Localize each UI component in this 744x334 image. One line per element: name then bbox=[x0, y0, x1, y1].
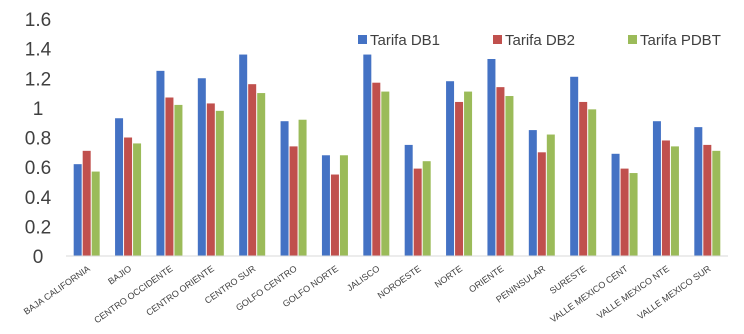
bar-tarifa-pdbt bbox=[298, 119, 307, 256]
bar-tarifa-db1 bbox=[611, 153, 620, 256]
y-tick-label: 1.6 bbox=[25, 10, 51, 31]
bar-tarifa-pdbt bbox=[133, 143, 142, 256]
bar-tarifa-db1 bbox=[487, 58, 496, 257]
bar-tarifa-db2 bbox=[206, 103, 215, 257]
bar-tarifa-db2 bbox=[620, 168, 629, 256]
bar-tarifa-db2 bbox=[330, 174, 339, 256]
bar-tarifa-db1 bbox=[73, 164, 82, 256]
legend-label: Tarifa DB1 bbox=[370, 32, 440, 49]
x-tick-label: SURESTE bbox=[548, 263, 589, 296]
bar-tarifa-db2 bbox=[124, 137, 133, 256]
bar-tarifa-db1 bbox=[363, 54, 372, 256]
y-tick-label: 0.6 bbox=[25, 158, 51, 179]
bar-tarifa-db1 bbox=[404, 144, 413, 256]
bar-tarifa-db2 bbox=[455, 101, 464, 256]
legend-item: Tarifa PDBT bbox=[628, 32, 721, 49]
y-tick-label: 1.4 bbox=[25, 40, 52, 61]
bar-tarifa-db2 bbox=[413, 168, 422, 256]
legend-swatch bbox=[493, 35, 502, 44]
bar-tarifa-pdbt bbox=[422, 161, 431, 256]
legend-item: Tarifa DB2 bbox=[493, 32, 575, 49]
legend-label: Tarifa DB2 bbox=[505, 32, 575, 49]
x-tick-label: NORTE bbox=[433, 263, 464, 289]
bar-tarifa-pdbt bbox=[91, 171, 100, 256]
x-tick-label: BAJIO bbox=[106, 263, 133, 286]
legend: Tarifa DB1 Tarifa DB2 Tarifa PDBT bbox=[358, 32, 721, 49]
bar-tarifa-pdbt bbox=[629, 173, 638, 256]
bar-tarifa-db1 bbox=[156, 70, 165, 256]
bar-tarifa-db2 bbox=[82, 150, 91, 256]
x-tick-label: CENTRO ORIENTE bbox=[144, 263, 216, 317]
bar-tarifa-db1 bbox=[652, 121, 661, 256]
bar-tarifa-db2 bbox=[289, 146, 298, 256]
bar-tarifa-pdbt bbox=[215, 110, 224, 257]
bar-tarifa-db1 bbox=[239, 54, 248, 256]
x-tick-label: JALISCO bbox=[345, 263, 381, 293]
bar-tarifa-db2 bbox=[165, 97, 174, 256]
bar-tarifa-db1 bbox=[694, 127, 703, 256]
bar-tarifa-db1 bbox=[446, 81, 455, 257]
bar-tarifa-db1 bbox=[197, 78, 206, 256]
y-tick-label: 0.8 bbox=[25, 129, 51, 150]
x-tick-label: VALLE MEXICO SUR bbox=[636, 263, 713, 321]
bar-tarifa-db2 bbox=[496, 87, 505, 256]
bar-tarifa-db1 bbox=[115, 118, 124, 257]
bar-tarifa-pdbt bbox=[505, 96, 514, 257]
bar-tarifa-pdbt bbox=[257, 93, 266, 256]
bar-tarifa-db2 bbox=[248, 84, 257, 256]
x-tick-label: ORIENTE bbox=[467, 263, 506, 294]
x-tick-label: NOROESTE bbox=[376, 263, 423, 300]
y-tick-label: 0 bbox=[33, 247, 44, 268]
x-tick-label: VALLE MEXICO NTE bbox=[595, 263, 671, 320]
bar-tarifa-pdbt bbox=[670, 146, 679, 256]
y-tick-label: 0.4 bbox=[25, 188, 52, 209]
x-tick-label: VALLE MEXICO CENT bbox=[548, 263, 630, 324]
bar-tarifa-db1 bbox=[570, 76, 579, 256]
legend-item: Tarifa DB1 bbox=[358, 32, 440, 49]
bar-tarifa-db2 bbox=[372, 82, 381, 256]
y-tick-label: 1.2 bbox=[25, 69, 51, 90]
legend-swatch bbox=[358, 35, 367, 44]
bar-tarifa-db2 bbox=[579, 101, 588, 256]
legend-label: Tarifa PDBT bbox=[640, 32, 721, 49]
bar-tarifa-pdbt bbox=[546, 134, 555, 256]
bar-tarifa-db1 bbox=[280, 121, 289, 256]
x-tick-label: BAJA CALIFORNIA bbox=[22, 263, 92, 316]
bar-series-group bbox=[73, 54, 721, 257]
legend-swatch bbox=[628, 35, 637, 44]
bar-tarifa-db2 bbox=[661, 140, 670, 256]
bar-tarifa-pdbt bbox=[339, 155, 348, 256]
bar-tarifa-pdbt bbox=[588, 109, 597, 256]
bar-tarifa-db2 bbox=[537, 152, 546, 256]
y-tick-label: 0.2 bbox=[25, 217, 51, 238]
x-tick-label: CENTRO OCCIDENTE bbox=[92, 263, 174, 325]
y-tick-label: 1 bbox=[33, 99, 44, 120]
bar-tarifa-pdbt bbox=[464, 91, 473, 256]
bar-tarifa-db1 bbox=[321, 155, 330, 256]
bar-tarifa-db1 bbox=[528, 130, 537, 256]
bar-tarifa-db2 bbox=[703, 144, 712, 256]
y-axis: 0 0.2 0.4 0.6 0.8 1 1.2 1.4 1.6 bbox=[25, 10, 52, 268]
bar-tarifa-pdbt bbox=[174, 104, 183, 256]
bar-tarifa-pdbt bbox=[381, 91, 390, 256]
bar-tarifa-pdbt bbox=[712, 150, 721, 256]
